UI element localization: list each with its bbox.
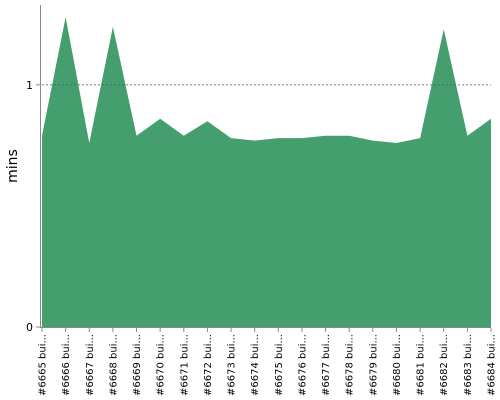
series-area bbox=[42, 17, 491, 328]
y-axis-title: mins bbox=[5, 149, 21, 183]
x-tick-label: #6675 bui... bbox=[274, 334, 285, 396]
area-layer bbox=[41, 17, 492, 328]
y-tick-label: 1 bbox=[26, 79, 33, 92]
x-tick-label: #6672 bui... bbox=[203, 334, 214, 396]
x-tick-label: #6683 bui... bbox=[463, 334, 474, 396]
x-tick-label: #6667 bui... bbox=[85, 334, 96, 396]
y-tick-label: 0 bbox=[26, 321, 33, 334]
x-tick-label: #6673 bui... bbox=[227, 334, 238, 396]
x-tick-label: #6671 bui... bbox=[179, 334, 190, 396]
y-axis-ticks: 01 bbox=[26, 79, 40, 334]
x-tick-label: #6680 bui... bbox=[392, 334, 403, 396]
x-tick-label: #6682 bui... bbox=[439, 334, 450, 396]
x-tick-label: #6684 bui... bbox=[487, 334, 498, 396]
x-tick-label: #6681 bui... bbox=[416, 334, 427, 396]
x-axis-labels: #6665 bui... #6666 bui... #6667 bui... #666… bbox=[38, 334, 498, 396]
x-tick-label: #6665 bui... bbox=[38, 334, 49, 396]
x-tick-label: #6677 bui... bbox=[321, 334, 332, 396]
x-tick-label: #6676 bui... bbox=[297, 334, 308, 396]
x-tick-label: #6670 bui... bbox=[156, 334, 167, 396]
x-tick-label: #6669 bui... bbox=[132, 334, 143, 396]
x-tick-label: #6674 bui... bbox=[250, 334, 261, 396]
x-tick-label: #6666 bui... bbox=[61, 334, 72, 396]
axis-layer bbox=[40, 5, 492, 332]
x-tick-label: #6668 bui... bbox=[108, 334, 119, 396]
x-tick-label: #6679 bui... bbox=[368, 334, 379, 396]
x-tick-label: #6678 bui... bbox=[345, 334, 356, 396]
